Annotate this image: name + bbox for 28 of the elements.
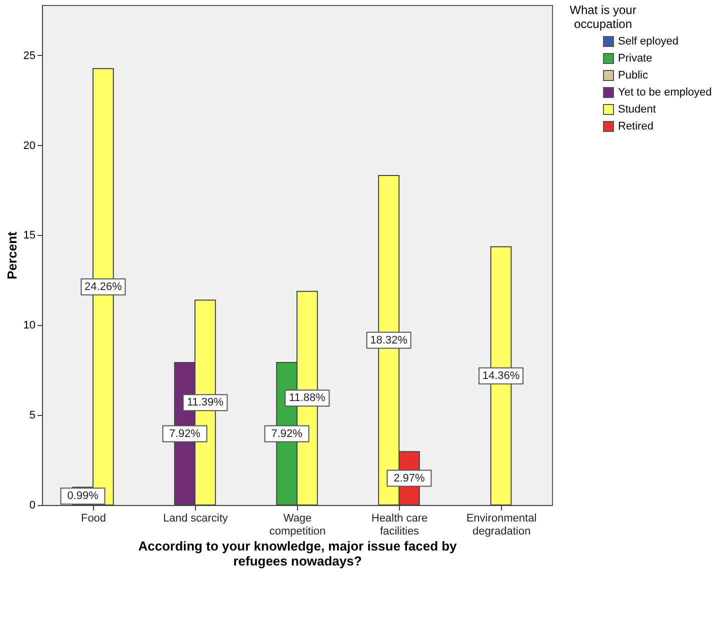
y-axis-title: Percent [4, 230, 20, 280]
legend-title: What is your occupation [570, 3, 636, 31]
y-tick-label: 5 [29, 410, 36, 422]
x-axis-title: According to your knowledge, major issue faced by refugees nowadays? [138, 538, 458, 568]
data-label: 14.36% [482, 370, 520, 382]
data-label: 11.39% [186, 396, 224, 409]
legend-label: Yet to be employed [618, 86, 712, 98]
data-label: 7.92% [169, 428, 201, 440]
x-tick-label: Food [80, 512, 106, 524]
data-label: 7.92% [271, 428, 303, 440]
x-tick-label: Wage competition [269, 512, 326, 538]
y-tick-label: 20 [23, 140, 36, 152]
y-tick-label: 0 [29, 500, 36, 512]
x-tick-label: Health care facilities [371, 512, 428, 538]
legend-label: Private [618, 52, 652, 64]
legend-label: Self eployed [618, 36, 679, 48]
x-tick-label: Environmental degradation [466, 512, 537, 538]
y-tick-label: 10 [23, 320, 36, 332]
legend-label: Public [618, 70, 648, 82]
x-tick-label: Land scarcity [163, 512, 228, 524]
data-label: 2.97% [394, 472, 426, 484]
legend-label: Retired [618, 120, 654, 132]
y-tick-label: 15 [23, 230, 36, 242]
data-label: 18.32% [370, 334, 408, 346]
data-label: 11.88% [288, 392, 326, 404]
legend-label: Student [618, 104, 656, 116]
y-tick-label: 25 [23, 50, 36, 62]
data-label: 24.26% [84, 280, 122, 293]
